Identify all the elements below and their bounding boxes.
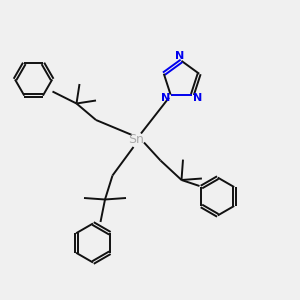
Text: N: N <box>176 50 184 61</box>
Text: Sn: Sn <box>129 133 144 146</box>
Text: N: N <box>193 92 203 103</box>
Text: N: N <box>160 92 170 103</box>
